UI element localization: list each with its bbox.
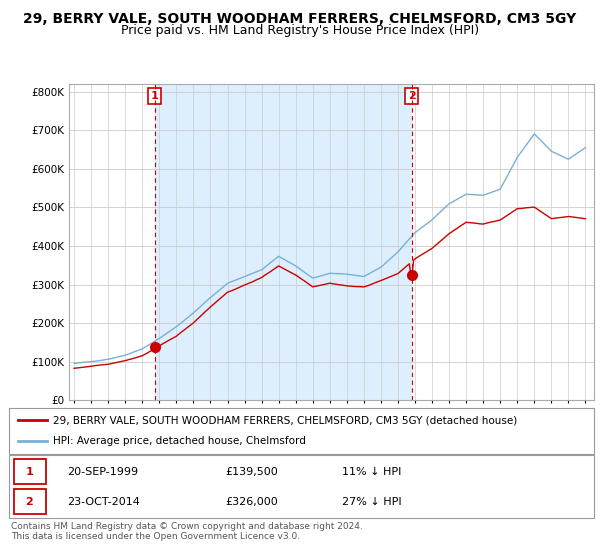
Text: 1: 1 [151,91,158,101]
Text: 2: 2 [26,497,34,507]
Text: Contains HM Land Registry data © Crown copyright and database right 2024.
This d: Contains HM Land Registry data © Crown c… [11,522,362,542]
Text: 29, BERRY VALE, SOUTH WOODHAM FERRERS, CHELMSFORD, CM3 5GY (detached house): 29, BERRY VALE, SOUTH WOODHAM FERRERS, C… [53,415,517,425]
Text: 27% ↓ HPI: 27% ↓ HPI [343,497,402,507]
Text: 2: 2 [408,91,415,101]
Text: £326,000: £326,000 [226,497,278,507]
Text: 1: 1 [26,466,34,477]
Bar [155,84,412,400]
FancyBboxPatch shape [9,408,594,454]
Text: 23-OCT-2014: 23-OCT-2014 [67,497,140,507]
FancyBboxPatch shape [14,489,46,514]
Text: 29, BERRY VALE, SOUTH WOODHAM FERRERS, CHELMSFORD, CM3 5GY: 29, BERRY VALE, SOUTH WOODHAM FERRERS, C… [23,12,577,26]
Text: 11% ↓ HPI: 11% ↓ HPI [343,466,402,477]
Text: Price paid vs. HM Land Registry's House Price Index (HPI): Price paid vs. HM Land Registry's House … [121,24,479,36]
FancyBboxPatch shape [14,459,46,484]
FancyBboxPatch shape [9,455,594,518]
Text: HPI: Average price, detached house, Chelmsford: HPI: Average price, detached house, Chel… [53,436,306,446]
Text: 20-SEP-1999: 20-SEP-1999 [67,466,139,477]
Text: £139,500: £139,500 [226,466,278,477]
